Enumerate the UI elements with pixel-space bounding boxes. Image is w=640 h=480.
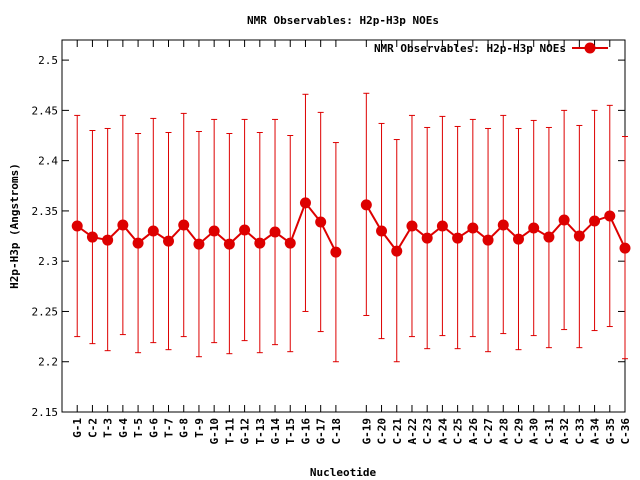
x-tick-label: G-1 bbox=[71, 418, 84, 438]
data-point bbox=[239, 224, 251, 236]
data-point bbox=[558, 214, 570, 226]
data-point bbox=[330, 246, 342, 258]
y-tick-label: 2.2 bbox=[38, 356, 58, 369]
x-tick-label: C-25 bbox=[452, 418, 465, 445]
x-tick-label: C-36 bbox=[619, 418, 632, 445]
series-layer bbox=[71, 92, 631, 363]
data-point bbox=[117, 219, 129, 231]
y-tick-label: 2.15 bbox=[32, 406, 59, 419]
data-point bbox=[528, 222, 540, 234]
y-axis: 2.15 2.2 2.25 2.3 2.35 2.4 2.45 2.5 bbox=[32, 54, 625, 419]
x-tick-label: C-27 bbox=[482, 418, 495, 445]
x-tick-label: C-29 bbox=[512, 418, 525, 445]
x-tick-label: A-32 bbox=[558, 418, 571, 445]
data-point bbox=[315, 216, 327, 228]
x-tick-label: T-11 bbox=[223, 418, 236, 445]
x-tick-label: G-12 bbox=[239, 418, 252, 445]
y-tick-label: 2.4 bbox=[38, 155, 58, 168]
data-point bbox=[619, 242, 631, 254]
x-tick-label: C-31 bbox=[543, 418, 556, 445]
data-point bbox=[604, 210, 616, 222]
x-tick-label: G-8 bbox=[178, 418, 191, 438]
data-point bbox=[589, 215, 601, 227]
x-tick-label: C-2 bbox=[86, 418, 99, 438]
data-point bbox=[178, 219, 190, 231]
x-tick-label: G-14 bbox=[269, 418, 282, 445]
y-tick-label: 2.5 bbox=[38, 54, 58, 67]
x-tick-label: G-19 bbox=[360, 418, 373, 445]
data-point bbox=[543, 231, 555, 243]
data-point bbox=[467, 222, 479, 234]
data-point bbox=[360, 199, 372, 211]
y-tick-label: 2.35 bbox=[32, 205, 59, 218]
data-point bbox=[284, 237, 296, 249]
data-point bbox=[452, 232, 464, 244]
y-tick-label: 2.25 bbox=[32, 305, 59, 318]
data-point bbox=[299, 197, 311, 209]
x-tick-label: C-20 bbox=[376, 418, 389, 445]
data-point bbox=[132, 237, 144, 249]
data-point bbox=[482, 234, 494, 246]
x-tick-label: C-23 bbox=[421, 418, 434, 445]
x-tick-label: A-26 bbox=[467, 418, 480, 445]
chart-title: NMR Observables: H2p-H3p NOEs bbox=[247, 14, 439, 27]
x-tick-label: G-4 bbox=[117, 418, 130, 438]
x-tick-label: G-16 bbox=[299, 418, 312, 445]
data-point bbox=[147, 225, 159, 237]
x-tick-label: G-35 bbox=[604, 418, 617, 445]
x-tick-label: G-17 bbox=[315, 418, 328, 445]
x-tick-label: T-5 bbox=[132, 418, 145, 438]
x-tick-label: A-22 bbox=[406, 418, 419, 445]
plot-area-border bbox=[61, 39, 626, 413]
x-tick-label: G-10 bbox=[208, 418, 221, 445]
legend-label: NMR Observables: H2p-H3p NOEs bbox=[374, 42, 566, 55]
series-line bbox=[76, 200, 337, 253]
x-tick-label: G-6 bbox=[147, 418, 160, 438]
data-point bbox=[71, 220, 83, 232]
data-point bbox=[573, 230, 585, 242]
data-point bbox=[208, 225, 220, 237]
x-tick-label: A-30 bbox=[528, 418, 541, 445]
x-tick-label: A-34 bbox=[589, 418, 602, 445]
x-tick-label: T-3 bbox=[102, 418, 115, 438]
x-tick-label: T-9 bbox=[193, 418, 206, 438]
data-point bbox=[376, 225, 388, 237]
data-point bbox=[436, 220, 448, 232]
x-tick-label: T-7 bbox=[163, 418, 176, 438]
x-tick-label: A-28 bbox=[497, 418, 510, 445]
data-point bbox=[421, 232, 433, 244]
y-tick-label: 2.45 bbox=[32, 104, 59, 117]
legend: NMR Observables: H2p-H3p NOEs bbox=[374, 42, 608, 55]
x-tick-label: A-24 bbox=[436, 418, 449, 445]
y-axis-label: H2p-H3p (Angstroms) bbox=[8, 163, 21, 289]
data-point bbox=[497, 219, 509, 231]
data-point bbox=[512, 233, 524, 245]
x-tick-label: C-18 bbox=[330, 418, 343, 445]
data-point bbox=[223, 238, 235, 250]
data-point bbox=[102, 234, 114, 246]
data-point bbox=[86, 231, 98, 243]
x-tick-label: T-15 bbox=[284, 418, 297, 445]
data-point bbox=[406, 220, 418, 232]
x-tick-label: C-33 bbox=[573, 418, 586, 445]
legend-marker bbox=[584, 42, 596, 54]
x-tick-label: T-13 bbox=[254, 418, 267, 445]
data-point bbox=[254, 237, 266, 249]
x-axis-label: Nucleotide bbox=[310, 466, 377, 479]
data-point bbox=[391, 245, 403, 257]
x-axis: G-1 C-2 T-3 G-4 T-5 G-6 T-7 G-8 T-9 G-10 T-11 G-12 T… bbox=[71, 40, 632, 445]
series-line bbox=[365, 204, 626, 253]
data-point bbox=[163, 235, 175, 247]
data-point bbox=[193, 238, 205, 250]
y-tick-label: 2.3 bbox=[38, 255, 58, 268]
data-point bbox=[269, 226, 281, 238]
x-tick-label: C-21 bbox=[391, 418, 404, 445]
